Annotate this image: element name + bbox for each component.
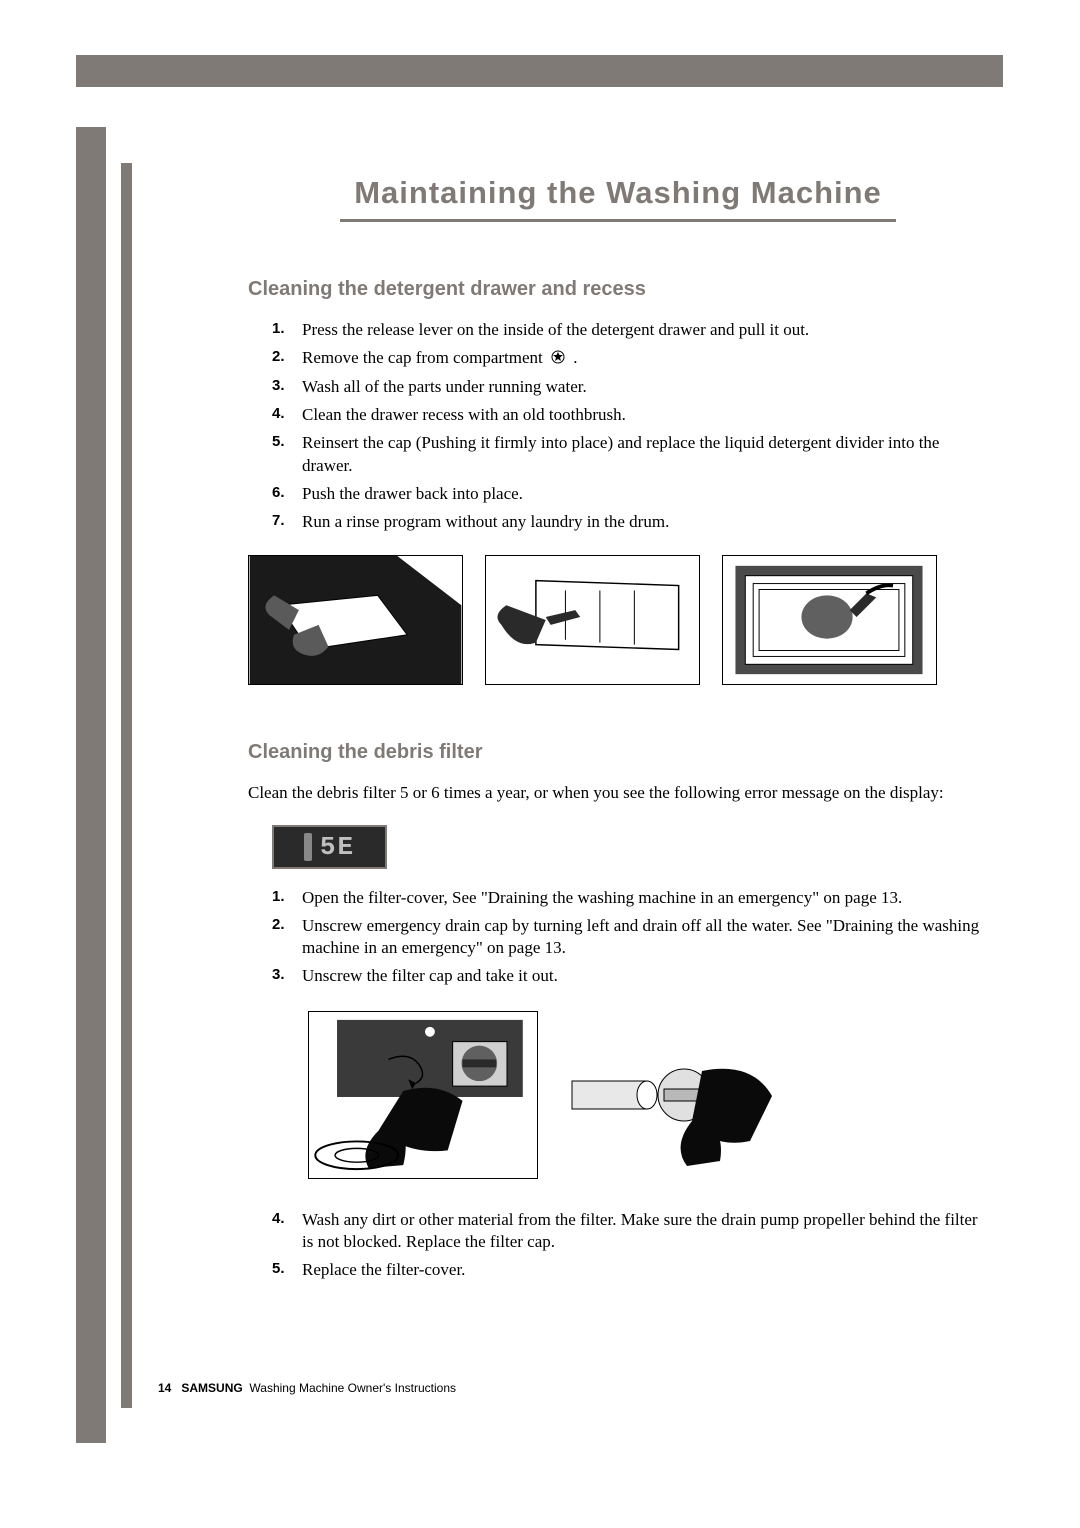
step2-3: Unscrew the filter cap and take it out. [272,965,988,987]
section2-steps-a: Open the filter-cover, See "Draining the… [272,887,988,987]
section2-steps-continued: Wash any dirt or other material from the… [248,1209,988,1281]
step-3: Wash all of the parts under running wate… [272,376,988,398]
page-content: Maintaining the Washing Machine Cleaning… [158,175,988,1287]
step-5: Reinsert the cap (Pushing it firmly into… [272,432,988,476]
step-6: Push the drawer back into place. [272,483,988,505]
illustration-drawer-recess [722,555,937,685]
frame-top-bar [76,55,1003,87]
error-code: 5E [320,832,355,862]
section-cleaning-drawer: Cleaning the detergent drawer and recess… [248,278,988,533]
frame-inner-left-bar [121,163,132,1408]
footer-brand: SAMSUNG [181,1381,242,1395]
step-2: Remove the cap from compartment . [272,347,988,370]
softener-icon [551,348,565,370]
illustration-filter-remove [552,1011,782,1179]
step2-1: Open the filter-cover, See "Draining the… [272,887,988,909]
page-number: 14 [158,1381,171,1395]
step2-4: Wash any dirt or other material from the… [272,1209,988,1253]
section2-image-row [308,1011,988,1179]
step-4: Clean the drawer recess with an old toot… [272,404,988,426]
page-footer: 14 SAMSUNG Washing Machine Owner's Instr… [158,1381,456,1395]
section1-title: Cleaning the detergent drawer and recess [248,278,988,301]
illustration-drawer-release [248,555,463,685]
illustration-drawer-wash [485,555,700,685]
section1-image-row [248,555,988,685]
step-2-period: . [573,348,577,367]
error-display: 5E [272,825,387,869]
title-underline [340,219,896,222]
error-display-segment [304,833,312,861]
frame-left-bar [76,127,106,1443]
section2-steps-b: Wash any dirt or other material from the… [272,1209,988,1281]
section2-title: Cleaning the debris filter [248,741,988,764]
step-2-text: Remove the cap from compartment [302,348,543,367]
step2-2: Unscrew emergency drain cap by turning l… [272,915,988,959]
step-7: Run a rinse program without any laundry … [272,511,988,533]
section-cleaning-filter: Cleaning the debris filter Clean the deb… [248,741,988,987]
section1-steps: Press the release lever on the inside of… [272,319,988,533]
page-title: Maintaining the Washing Machine [248,175,988,211]
step-1: Press the release lever on the inside of… [272,319,988,341]
page-frame: Maintaining the Washing Machine Cleaning… [58,55,1022,1453]
illustration-filter-unscrew [308,1011,538,1179]
section2-intro: Clean the debris filter 5 or 6 times a y… [248,782,988,805]
step2-5: Replace the filter-cover. [272,1259,988,1281]
footer-text: Washing Machine Owner's Instructions [249,1381,456,1395]
